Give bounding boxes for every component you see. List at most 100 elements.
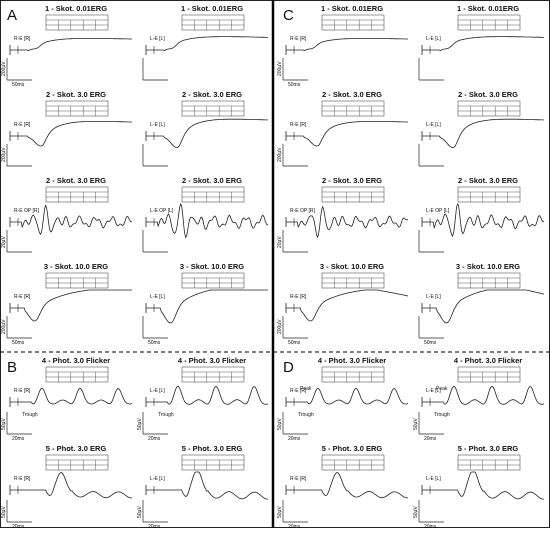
plot-title: 1 - Skot. 0.01ERG xyxy=(181,4,243,13)
trace xyxy=(422,203,545,238)
marker-table xyxy=(45,100,109,117)
marker-table xyxy=(321,14,385,31)
plot-title: 3 - Skot. 10.0 ERG xyxy=(456,262,520,271)
plot-title: 1 - Skot. 0.01ERG xyxy=(321,4,383,13)
plot-title: 4 - Phot. 3.0 Flicker xyxy=(42,356,110,365)
channel-label: R-E [R] xyxy=(290,294,307,300)
trace xyxy=(286,121,409,147)
trace xyxy=(286,289,409,322)
x-scale-label: 50ms xyxy=(424,340,437,346)
marker-table xyxy=(45,366,109,383)
trace xyxy=(10,387,133,405)
x-scale-label: 20ms xyxy=(12,436,25,442)
plot-title: 2 - Skot. 3.0 ERG xyxy=(46,90,106,99)
y-scale-label: 20µV xyxy=(1,236,7,248)
x-scale-label: 20ms xyxy=(424,436,437,442)
marker-table xyxy=(321,186,385,203)
annotation: Peak xyxy=(436,386,448,392)
trace xyxy=(422,471,544,500)
marker-table xyxy=(181,186,245,203)
annotation: Peak xyxy=(300,386,312,392)
plot-title: 2 - Skot. 3.0 ERG xyxy=(182,90,242,99)
channel-label: R-E [R] xyxy=(14,122,31,128)
channel-label: R-E [R] xyxy=(14,476,31,482)
plot-title: 2 - Skot. 3.0 ERG xyxy=(46,176,106,185)
y-scale-label: 200µV xyxy=(1,147,7,162)
y-scale-label: 200µV xyxy=(277,319,283,334)
panel-letter: B xyxy=(7,359,17,376)
trace xyxy=(286,38,408,52)
x-scale-label: 50ms xyxy=(148,340,161,346)
marker-table xyxy=(457,366,521,383)
trace xyxy=(422,289,545,324)
channel-label: R-E [R] xyxy=(14,36,31,42)
trace xyxy=(286,472,408,499)
trace xyxy=(146,385,269,405)
y-scale-label: 20µV xyxy=(277,236,283,248)
plot-title: 2 - Skot. 3.0 ERG xyxy=(458,176,518,185)
plot-title: 2 - Skot. 3.0 ERG xyxy=(182,176,242,185)
marker-table xyxy=(45,454,109,471)
y-scale-label: 50µV xyxy=(277,506,283,518)
x-scale-label: 20ms xyxy=(424,524,437,528)
x-scale-label: 20ms xyxy=(288,524,301,528)
plot-title: 3 - Skot. 10.0 ERG xyxy=(180,262,244,271)
annotation: Trough xyxy=(22,412,38,418)
y-scale-label: 50µV xyxy=(137,418,143,430)
y-scale-label: 200µV xyxy=(277,61,283,76)
trace xyxy=(146,289,268,324)
x-scale-label: 50ms xyxy=(288,82,301,88)
channel-label: L-E [L] xyxy=(426,388,441,394)
y-scale-label: 50µV xyxy=(413,506,419,518)
trace xyxy=(422,385,545,405)
marker-table xyxy=(457,100,521,117)
channel-label: L-E [L] xyxy=(426,36,441,42)
marker-table xyxy=(457,186,521,203)
y-scale-label: 200µV xyxy=(1,319,7,334)
channel-label: L-E [L] xyxy=(150,476,165,482)
x-scale-label: 20ms xyxy=(148,524,161,528)
marker-table xyxy=(45,186,109,203)
marker-table xyxy=(457,14,521,31)
trace xyxy=(286,387,409,405)
y-scale-label: 50µV xyxy=(277,418,283,430)
annotation: Trough xyxy=(434,412,450,418)
x-scale-label: 50ms xyxy=(288,340,301,346)
marker-table xyxy=(321,272,385,289)
plot-title: 4 - Phot. 3.0 Flicker xyxy=(454,356,522,365)
channel-label: R-E [R] xyxy=(290,476,307,482)
marker-table xyxy=(181,100,245,117)
annotation: Trough xyxy=(158,412,174,418)
channel-label: L-E [L] xyxy=(150,122,165,128)
y-scale-label: 200µV xyxy=(277,147,283,162)
channel-label: R-E [R] xyxy=(290,122,307,128)
channel-label: L-E OP [L] xyxy=(150,208,174,214)
trace xyxy=(10,289,132,322)
channel-label: L-E [L] xyxy=(150,36,165,42)
y-scale-label: 50µV xyxy=(137,506,143,518)
x-scale-label: 20ms xyxy=(12,524,25,528)
trace xyxy=(422,118,545,148)
trace xyxy=(10,472,132,499)
x-scale-label: 50ms xyxy=(12,82,25,88)
plot-title: 4 - Phot. 3.0 Flicker xyxy=(318,356,386,365)
channel-label: R-E OP [R] xyxy=(14,208,40,214)
channel-label: L-E [L] xyxy=(150,294,165,300)
channel-label: L-E [L] xyxy=(150,388,165,394)
plot-title: 1 - Skot. 0.01ERG xyxy=(457,4,519,13)
marker-table xyxy=(45,272,109,289)
marker-table xyxy=(45,14,109,31)
channel-label: R-E [R] xyxy=(14,388,31,394)
panel-letter: A xyxy=(7,7,17,24)
plot-title: 2 - Skot. 3.0 ERG xyxy=(458,90,518,99)
y-scale-label: 50µV xyxy=(1,418,7,430)
plot-title: 3 - Skot. 10.0 ERG xyxy=(44,262,108,271)
channel-label: R-E OP [R] xyxy=(290,208,316,214)
plot-title: 2 - Skot. 3.0 ERG xyxy=(322,90,382,99)
panel-letter: C xyxy=(283,7,294,24)
trace xyxy=(286,205,409,239)
marker-table xyxy=(181,454,245,471)
y-scale-label: 200µV xyxy=(1,61,7,76)
plot-title: 4 - Phot. 3.0 Flicker xyxy=(178,356,246,365)
